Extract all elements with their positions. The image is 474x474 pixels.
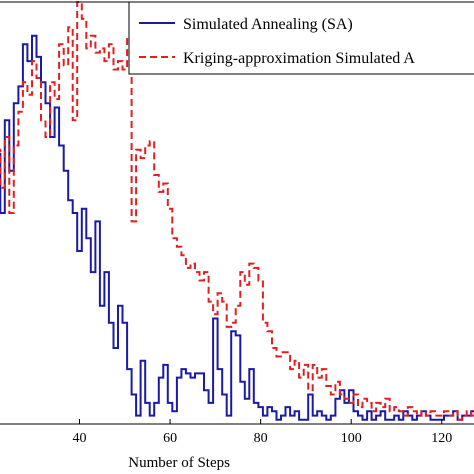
series-line-2: [0, 1, 474, 421]
x-tick-label: 60: [163, 431, 177, 446]
x-tick-label: 80: [254, 431, 268, 446]
series-line-1: [0, 34, 474, 421]
legend-label-1: Simulated Annealing (SA): [183, 16, 353, 33]
legend-label-2: Kriging-approximation Simulated A: [183, 50, 415, 67]
x-tick-label: 120: [431, 431, 452, 446]
x-axis-ticks: 40 60 80 100 120: [73, 419, 452, 446]
x-tick-label: 100: [341, 431, 362, 446]
x-tick-label: 40: [73, 431, 87, 446]
chart-marks: [0, 1, 474, 421]
legend: Simulated Annealing (SA) Kriging-approxim…: [128, 1, 474, 75]
x-axis-label: Number of Steps: [128, 455, 230, 471]
legend-box: [128, 1, 474, 75]
